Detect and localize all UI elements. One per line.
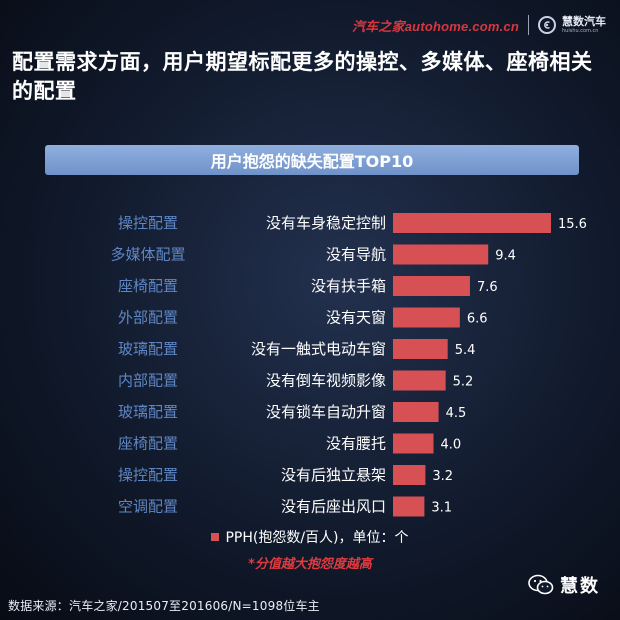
wechat-icon — [528, 574, 554, 595]
bar — [393, 339, 448, 359]
watermark: 慧数 — [528, 572, 600, 598]
chart-legend: PPH(抱怨数/百人)，单位：个 — [0, 527, 620, 547]
bar-value-label: 6.6 — [467, 312, 488, 327]
legend-label: PPH(抱怨数/百人)，单位：个 — [225, 530, 409, 546]
bar-item-label: 没有倒车视频影像 — [266, 372, 386, 390]
bar-value-label: 4.0 — [441, 438, 462, 453]
category-group-label: 座椅配置 — [118, 277, 178, 295]
bar-value-label: 7.6 — [477, 280, 498, 295]
category-group-label: 外部配置 — [118, 309, 178, 327]
category-group-label: 玻璃配置 — [118, 340, 178, 358]
huishu-brand: 慧数汽车 huishu.com.cn — [562, 16, 606, 34]
bar-item-label: 没有后独立悬架 — [281, 466, 386, 484]
legend-swatch — [211, 533, 220, 541]
chart-title: 用户抱怨的缺失配置TOP10 — [45, 145, 579, 175]
category-group-label: 玻璃配置 — [118, 403, 178, 421]
bar-chart: 操控配置 没有车身稳定控制 15.6 多媒体配置 没有导航 9.4 座椅配置 没有扶手箱 7.6… — [110, 213, 587, 517]
bar — [393, 496, 425, 517]
bar-item-label: 没有锁车自动升窗 — [266, 403, 386, 421]
bar-item-label: 没有腰托 — [326, 435, 386, 453]
bar-value-label: 15.6 — [558, 217, 587, 232]
bar-item-label: 没有天窗 — [326, 309, 386, 327]
bar-item-label: 没有一触式电动车窗 — [251, 340, 386, 358]
bar — [393, 402, 439, 422]
bar-value-label: 4.5 — [446, 406, 467, 421]
brand-divider — [528, 15, 529, 35]
bar-item-label: 没有后座出风口 — [281, 498, 386, 516]
huishu-brand-name: 慧数汽车 — [562, 15, 606, 28]
category-group-label: 内部配置 — [118, 372, 178, 390]
bar-value-label: 5.4 — [455, 343, 476, 358]
autohome-logo-text: 汽车之家autohome.com.cn — [351, 18, 519, 34]
watermark-text: 慧数 — [560, 576, 600, 597]
bar-value-label: 5.2 — [453, 375, 474, 390]
huishu-brand-url: huishu.com.cn — [562, 28, 599, 34]
category-group-label: 座椅配置 — [118, 435, 178, 453]
brand-bar: 汽车之家autohome.com.cn 慧数汽车 huishu.com.cn — [352, 12, 606, 38]
bar — [393, 307, 460, 328]
category-group-label: 操控配置 — [118, 214, 178, 232]
bar-item-label: 没有车身稳定控制 — [266, 214, 386, 232]
bar — [393, 370, 446, 391]
bar-value-label: 3.2 — [432, 469, 453, 484]
page-headline: 配置需求方面，用户期望标配更多的操控、多媒体、座椅相关的配置 — [12, 50, 593, 103]
bar — [393, 213, 551, 233]
bar — [393, 433, 434, 454]
huishu-logo-icon — [538, 16, 556, 34]
data-source: 数据来源：汽车之家/201507至201606/N=1098位车主 — [8, 599, 320, 613]
bar-value-label: 9.4 — [495, 249, 516, 264]
bar-item-label: 没有扶手箱 — [311, 277, 386, 295]
category-group-label: 空调配置 — [118, 498, 178, 516]
chart-note: *分值越大抱怨度越高 — [248, 557, 372, 572]
bar-item-label: 没有导航 — [326, 246, 386, 264]
bar — [393, 276, 470, 296]
bar — [393, 465, 426, 485]
category-group-label: 操控配置 — [118, 466, 178, 484]
category-group-label: 多媒体配置 — [110, 246, 185, 264]
bar-value-label: 3.1 — [431, 501, 452, 516]
bar — [393, 244, 489, 265]
